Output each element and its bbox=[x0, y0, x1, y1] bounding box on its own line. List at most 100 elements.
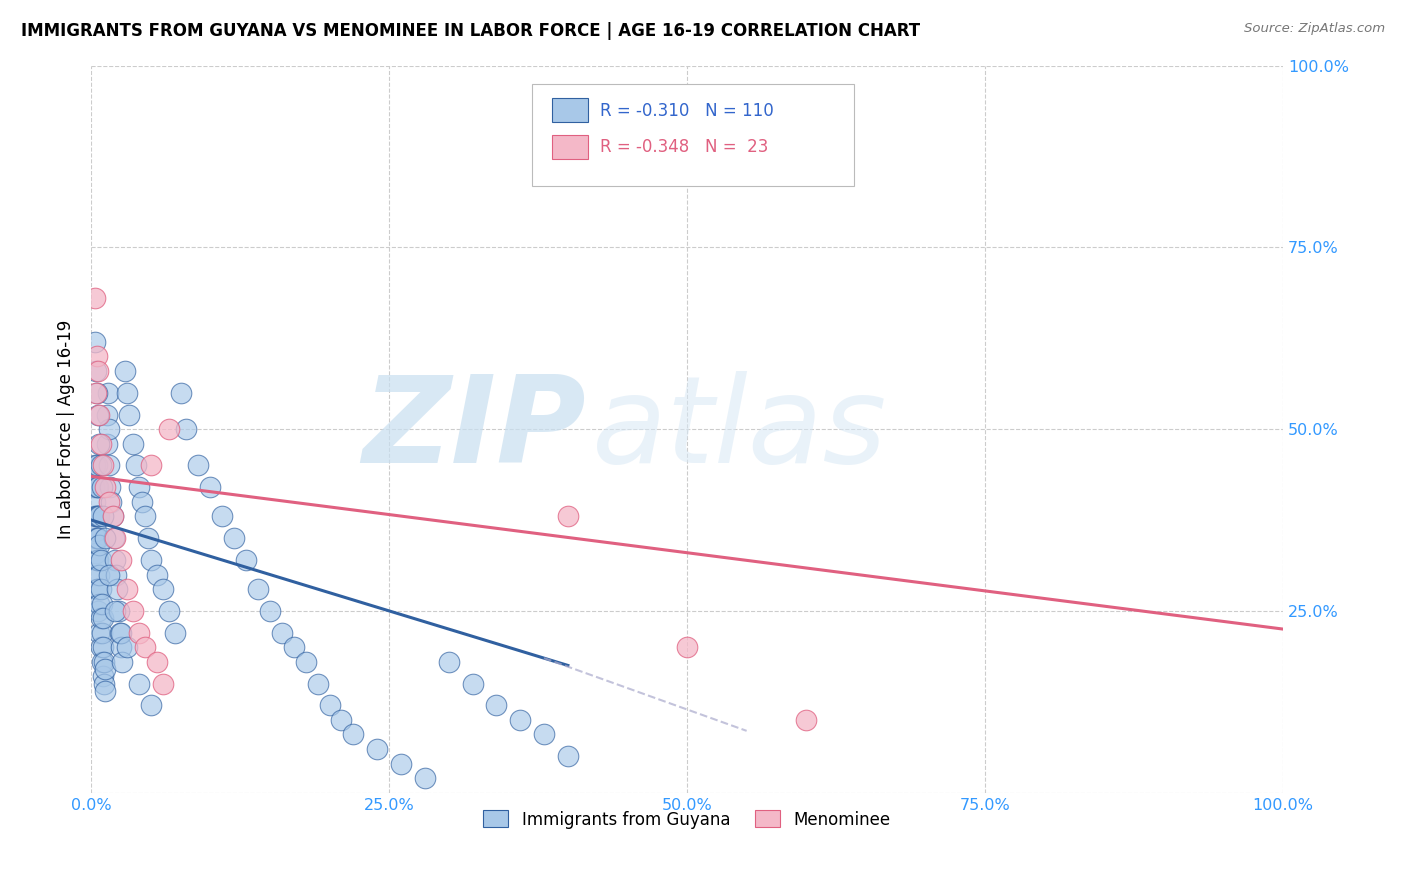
Point bbox=[84, 509, 107, 524]
Point bbox=[121, 604, 143, 618]
Point bbox=[83, 531, 105, 545]
Point bbox=[84, 364, 107, 378]
Point bbox=[283, 640, 305, 655]
Point bbox=[389, 756, 412, 771]
Point bbox=[94, 684, 117, 698]
Point bbox=[152, 582, 174, 596]
Point bbox=[105, 567, 128, 582]
Point bbox=[366, 742, 388, 756]
Point bbox=[93, 676, 115, 690]
Point bbox=[89, 567, 111, 582]
Point bbox=[152, 676, 174, 690]
Point bbox=[90, 655, 112, 669]
Point bbox=[84, 524, 107, 538]
Point bbox=[90, 597, 112, 611]
Point bbox=[86, 531, 108, 545]
Point bbox=[98, 495, 121, 509]
Point bbox=[89, 408, 111, 422]
Point bbox=[87, 553, 110, 567]
Point bbox=[125, 458, 148, 473]
Point bbox=[84, 567, 107, 582]
Point bbox=[87, 364, 110, 378]
Point bbox=[87, 480, 110, 494]
Point bbox=[89, 625, 111, 640]
Point bbox=[98, 422, 121, 436]
Point bbox=[94, 662, 117, 676]
Point bbox=[224, 531, 246, 545]
Point bbox=[90, 436, 112, 450]
Point bbox=[145, 655, 167, 669]
Point bbox=[139, 698, 162, 713]
Point bbox=[89, 509, 111, 524]
Point bbox=[86, 509, 108, 524]
Point bbox=[98, 458, 121, 473]
Point bbox=[100, 495, 122, 509]
Point bbox=[131, 495, 153, 509]
Point bbox=[247, 582, 270, 596]
Point bbox=[157, 604, 180, 618]
Point bbox=[91, 458, 114, 473]
Point bbox=[259, 604, 281, 618]
Point bbox=[83, 509, 105, 524]
Point bbox=[163, 625, 186, 640]
Point bbox=[91, 640, 114, 655]
Point bbox=[89, 538, 111, 552]
Point bbox=[86, 553, 108, 567]
Point bbox=[128, 480, 150, 494]
Point bbox=[101, 509, 124, 524]
Point bbox=[118, 408, 141, 422]
Point bbox=[294, 655, 316, 669]
Text: atlas: atlas bbox=[592, 371, 887, 488]
Point bbox=[485, 698, 508, 713]
Point bbox=[115, 640, 138, 655]
Bar bbox=[553, 98, 588, 122]
Point bbox=[557, 749, 579, 764]
Point bbox=[98, 480, 121, 494]
Point bbox=[676, 640, 699, 655]
Point bbox=[87, 531, 110, 545]
Point bbox=[91, 611, 114, 625]
Point bbox=[98, 567, 121, 582]
Point bbox=[111, 655, 134, 669]
Point bbox=[134, 509, 156, 524]
Point bbox=[91, 669, 114, 683]
Point bbox=[157, 422, 180, 436]
Point bbox=[413, 771, 436, 785]
Point bbox=[90, 553, 112, 567]
Point bbox=[87, 604, 110, 618]
Point bbox=[90, 625, 112, 640]
Point bbox=[121, 436, 143, 450]
Y-axis label: In Labor Force | Age 16-19: In Labor Force | Age 16-19 bbox=[58, 319, 75, 539]
Point bbox=[115, 582, 138, 596]
Point bbox=[91, 509, 114, 524]
Point bbox=[176, 422, 198, 436]
Point bbox=[200, 480, 222, 494]
Point bbox=[115, 385, 138, 400]
Point bbox=[94, 531, 117, 545]
Point bbox=[89, 436, 111, 450]
Point bbox=[533, 727, 555, 741]
Point bbox=[94, 480, 117, 494]
Point bbox=[307, 676, 329, 690]
Point bbox=[103, 531, 125, 545]
Point bbox=[83, 291, 105, 305]
Point bbox=[134, 640, 156, 655]
Text: R = -0.310   N = 110: R = -0.310 N = 110 bbox=[600, 102, 773, 120]
Point bbox=[107, 604, 129, 618]
Point bbox=[235, 553, 257, 567]
Point bbox=[318, 698, 340, 713]
Point bbox=[108, 625, 131, 640]
Point bbox=[86, 480, 108, 494]
Point bbox=[93, 655, 115, 669]
Point bbox=[139, 458, 162, 473]
Point bbox=[83, 480, 105, 494]
Bar bbox=[553, 135, 588, 159]
Point bbox=[86, 458, 108, 473]
Point bbox=[104, 531, 127, 545]
Point bbox=[128, 676, 150, 690]
Point bbox=[105, 582, 128, 596]
Point bbox=[110, 640, 132, 655]
Point bbox=[83, 458, 105, 473]
Point bbox=[114, 364, 136, 378]
Point bbox=[97, 385, 120, 400]
